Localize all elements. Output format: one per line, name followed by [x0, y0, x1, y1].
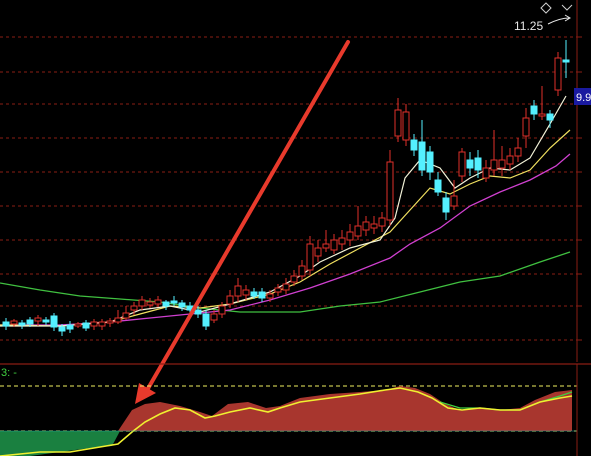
- indicator-main-line: [0, 387, 573, 456]
- candle-body: [42, 319, 50, 323]
- indicator-panel[interactable]: [0, 364, 578, 456]
- price-grid: [0, 36, 577, 341]
- candle-body: [26, 319, 34, 325]
- candle-body: [530, 105, 538, 115]
- candle-body: [130, 305, 138, 311]
- candle-body: [218, 305, 226, 315]
- candle-body: [554, 57, 562, 91]
- candle-body: [322, 243, 330, 249]
- candle-body: [106, 320, 114, 324]
- current-price-tag-bg: [574, 88, 591, 105]
- candle-body: [514, 147, 522, 157]
- candle-body: [178, 302, 186, 308]
- candle-body: [170, 300, 178, 304]
- candle-body: [234, 285, 242, 297]
- candle-body: [74, 323, 82, 327]
- candle-body: [258, 291, 266, 299]
- candle-body: [546, 113, 554, 121]
- high-pointer-line: [547, 17, 570, 25]
- candle-body: [306, 243, 314, 271]
- candle-body: [242, 289, 250, 296]
- candle-body: [426, 151, 434, 173]
- candle-body: [538, 113, 546, 117]
- candle-body: [10, 320, 18, 325]
- candle-body: [162, 301, 170, 307]
- candle-body: [458, 151, 466, 177]
- candle-body: [466, 159, 474, 169]
- candle-body: [354, 225, 362, 237]
- candle-body: [506, 155, 514, 165]
- candle-body: [50, 315, 58, 328]
- candle-body: [450, 195, 458, 207]
- candle-body: [410, 139, 418, 151]
- chevron-down-icon[interactable]: [561, 4, 573, 11]
- candlestick-series[interactable]: [2, 40, 570, 336]
- indicator-negative-area: [0, 431, 120, 456]
- candle-body: [442, 197, 450, 213]
- ma-fast-line: [0, 95, 567, 327]
- candle-body: [154, 299, 162, 305]
- candle-body: [498, 159, 506, 169]
- candle-body: [522, 117, 530, 137]
- candle-body: [90, 321, 98, 327]
- candle-body: [18, 322, 26, 326]
- candle-body: [418, 141, 426, 171]
- candle-body: [58, 326, 66, 332]
- candle-body: [394, 109, 402, 137]
- candle-body: [138, 299, 146, 307]
- candle-body: [370, 223, 378, 229]
- candle-body: [226, 295, 234, 305]
- current-price-tag: 9.9: [576, 92, 591, 104]
- ma-long-line: [0, 251, 571, 313]
- candle-body: [378, 217, 386, 227]
- high-price-label: 11.25: [514, 19, 543, 33]
- candle-body: [98, 321, 106, 327]
- candle-body: [314, 247, 322, 257]
- candle-body: [66, 324, 74, 330]
- candle-body: [386, 161, 394, 221]
- candle-body: [482, 167, 490, 179]
- diamond-icon[interactable]: [540, 2, 552, 14]
- high-pointer-arrowhead: [564, 14, 571, 22]
- annotation-arrow-head: [135, 383, 156, 404]
- price-axis-ticks: [577, 36, 582, 341]
- ma-mid-line: [0, 129, 571, 327]
- annotation-arrow: [144, 40, 350, 394]
- candle-body: [490, 159, 498, 171]
- ma-slow-line: [0, 153, 571, 326]
- candle-body: [202, 313, 210, 327]
- candle-body: [346, 231, 354, 241]
- candle-body: [474, 157, 482, 171]
- candle-body: [330, 239, 338, 251]
- indicator-positive-area: [118, 386, 572, 431]
- candle-body: [338, 237, 346, 245]
- candle-body: [2, 321, 10, 327]
- candle-body: [362, 221, 370, 231]
- candle-body: [402, 111, 410, 141]
- candle-body: [34, 317, 42, 322]
- candle-body: [194, 309, 202, 315]
- candle-body: [266, 293, 274, 299]
- candle-body: [114, 317, 122, 323]
- candle-body: [146, 301, 154, 306]
- candle-body: [562, 59, 570, 63]
- candle-body: [434, 179, 442, 193]
- candle-body: [82, 322, 90, 329]
- candle-body: [210, 313, 218, 321]
- candle-body: [250, 291, 258, 297]
- candle-body: [282, 283, 290, 291]
- candle-body: [290, 275, 298, 283]
- indicator-label: 3: -: [1, 367, 17, 379]
- candle-body: [122, 312, 130, 319]
- candle-body: [274, 287, 282, 293]
- candle-body: [298, 265, 306, 277]
